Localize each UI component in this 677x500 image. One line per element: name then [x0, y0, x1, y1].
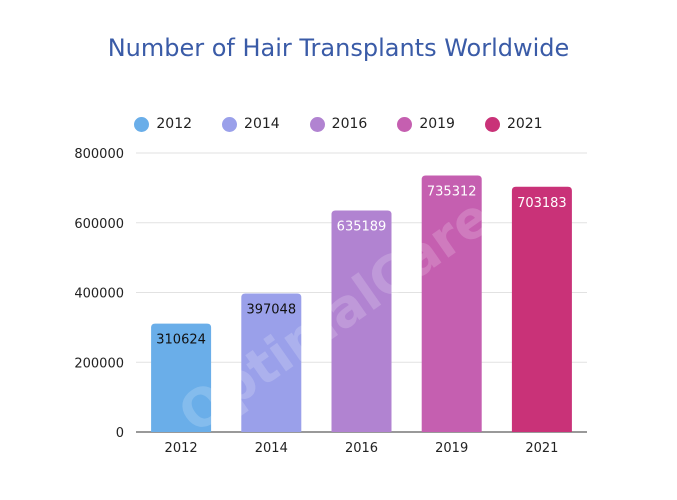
legend-item: 2021: [484, 116, 543, 132]
data-label: 310624: [156, 333, 206, 348]
legend-label: 2016: [331, 116, 368, 132]
data-label: 735312: [427, 185, 477, 200]
legend-swatch: [397, 116, 413, 132]
chart-title: Number of Hair Transplants Worldwide: [107, 34, 570, 62]
bar: [241, 293, 302, 432]
x-tick-label: 2019: [435, 441, 468, 456]
bar: [331, 210, 392, 432]
x-tick-label: 2012: [165, 441, 198, 456]
y-tick-label: 800000: [74, 147, 124, 162]
legend-swatch: [222, 116, 238, 132]
data-label: 703183: [517, 196, 567, 211]
bar: [421, 175, 482, 432]
y-tick-label: 400000: [74, 287, 124, 302]
x-tick-label: 2016: [345, 441, 378, 456]
chart-legend: 2012 2014 2016 2019 2021: [0, 116, 677, 132]
legend-label: 2021: [506, 116, 543, 132]
bar: [511, 186, 572, 432]
legend-label: 2012: [156, 116, 193, 132]
legend-item: 2012: [134, 116, 192, 132]
legend-swatch: [134, 116, 150, 132]
legend-swatch: [484, 116, 500, 132]
legend-item: 2016: [309, 116, 368, 132]
legend-swatch: [309, 116, 325, 132]
data-label: 397048: [246, 303, 296, 318]
bar: [151, 323, 212, 432]
y-tick-label: 200000: [74, 356, 124, 371]
legend-item: 2019: [397, 116, 455, 132]
legend-item: 2014: [222, 116, 280, 132]
x-tick-label: 2021: [525, 441, 558, 456]
y-tick-label: 0: [116, 426, 124, 441]
y-tick-label: 600000: [74, 217, 124, 232]
x-tick-label: 2014: [255, 441, 288, 456]
legend-label: 2019: [419, 116, 455, 132]
data-label: 635189: [337, 219, 387, 234]
legend-label: 2014: [244, 116, 280, 132]
